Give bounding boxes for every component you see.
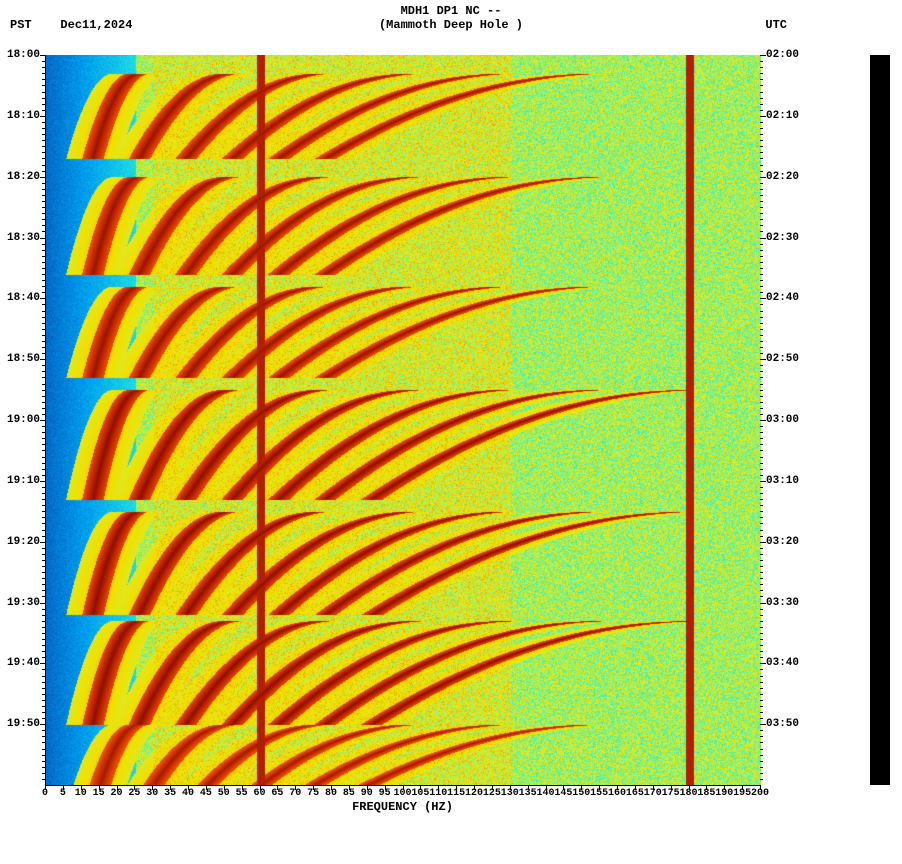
y-left-tick-label: 19:10 (0, 475, 40, 487)
date-label: Dec11,2024 (60, 18, 132, 32)
y-left-tick-label: 19:40 (0, 657, 40, 669)
header-right-timezone: UTC (765, 18, 787, 32)
y-left-tick-label: 18:10 (0, 110, 40, 122)
x-axis-title: FREQUENCY (HZ) (45, 800, 760, 814)
spectrogram-canvas (46, 55, 761, 785)
header-left-timezone: PST Dec11,2024 (10, 18, 132, 32)
y-left-tick-label: 18:20 (0, 171, 40, 183)
y-left-tick-label: 18:00 (0, 49, 40, 61)
y-right-tick-label: 03:10 (766, 475, 816, 487)
y-axis-right-labels: 02:0002:1002:2002:3002:4002:5003:0003:10… (762, 55, 812, 785)
y-axis-right-ticks (760, 55, 765, 785)
y-axis-left-labels: 18:0018:1018:2018:3018:4018:5019:0019:10… (0, 55, 44, 785)
y-left-tick-label: 19:50 (0, 718, 40, 730)
y-left-tick-label: 18:50 (0, 353, 40, 365)
y-right-tick-label: 02:40 (766, 292, 816, 304)
chart-title-line1: MDH1 DP1 NC -- (0, 4, 902, 18)
y-right-tick-label: 02:30 (766, 232, 816, 244)
page-root: MDH1 DP1 NC -- (Mammoth Deep Hole ) PST … (0, 0, 902, 864)
colorbar (870, 55, 890, 785)
y-axis-left-ticks (40, 55, 45, 785)
y-right-tick-label: 02:00 (766, 49, 816, 61)
y-right-tick-label: 03:40 (766, 657, 816, 669)
x-axis-ticks (45, 785, 760, 791)
y-left-tick-label: 19:30 (0, 597, 40, 609)
y-right-tick-label: 02:50 (766, 353, 816, 365)
spectrogram-plot (45, 55, 761, 786)
y-right-tick-label: 02:20 (766, 171, 816, 183)
tz-left-label: PST (10, 18, 32, 32)
y-right-tick-label: 02:10 (766, 110, 816, 122)
y-left-tick-label: 18:40 (0, 292, 40, 304)
y-left-tick-label: 18:30 (0, 232, 40, 244)
y-left-tick-label: 19:20 (0, 536, 40, 548)
y-right-tick-label: 03:50 (766, 718, 816, 730)
y-left-tick-label: 19:00 (0, 414, 40, 426)
colorbar-canvas (870, 55, 890, 785)
chart-header: MDH1 DP1 NC -- (Mammoth Deep Hole ) PST … (0, 0, 902, 40)
y-right-tick-label: 03:00 (766, 414, 816, 426)
y-right-tick-label: 03:20 (766, 536, 816, 548)
y-right-tick-label: 03:30 (766, 597, 816, 609)
